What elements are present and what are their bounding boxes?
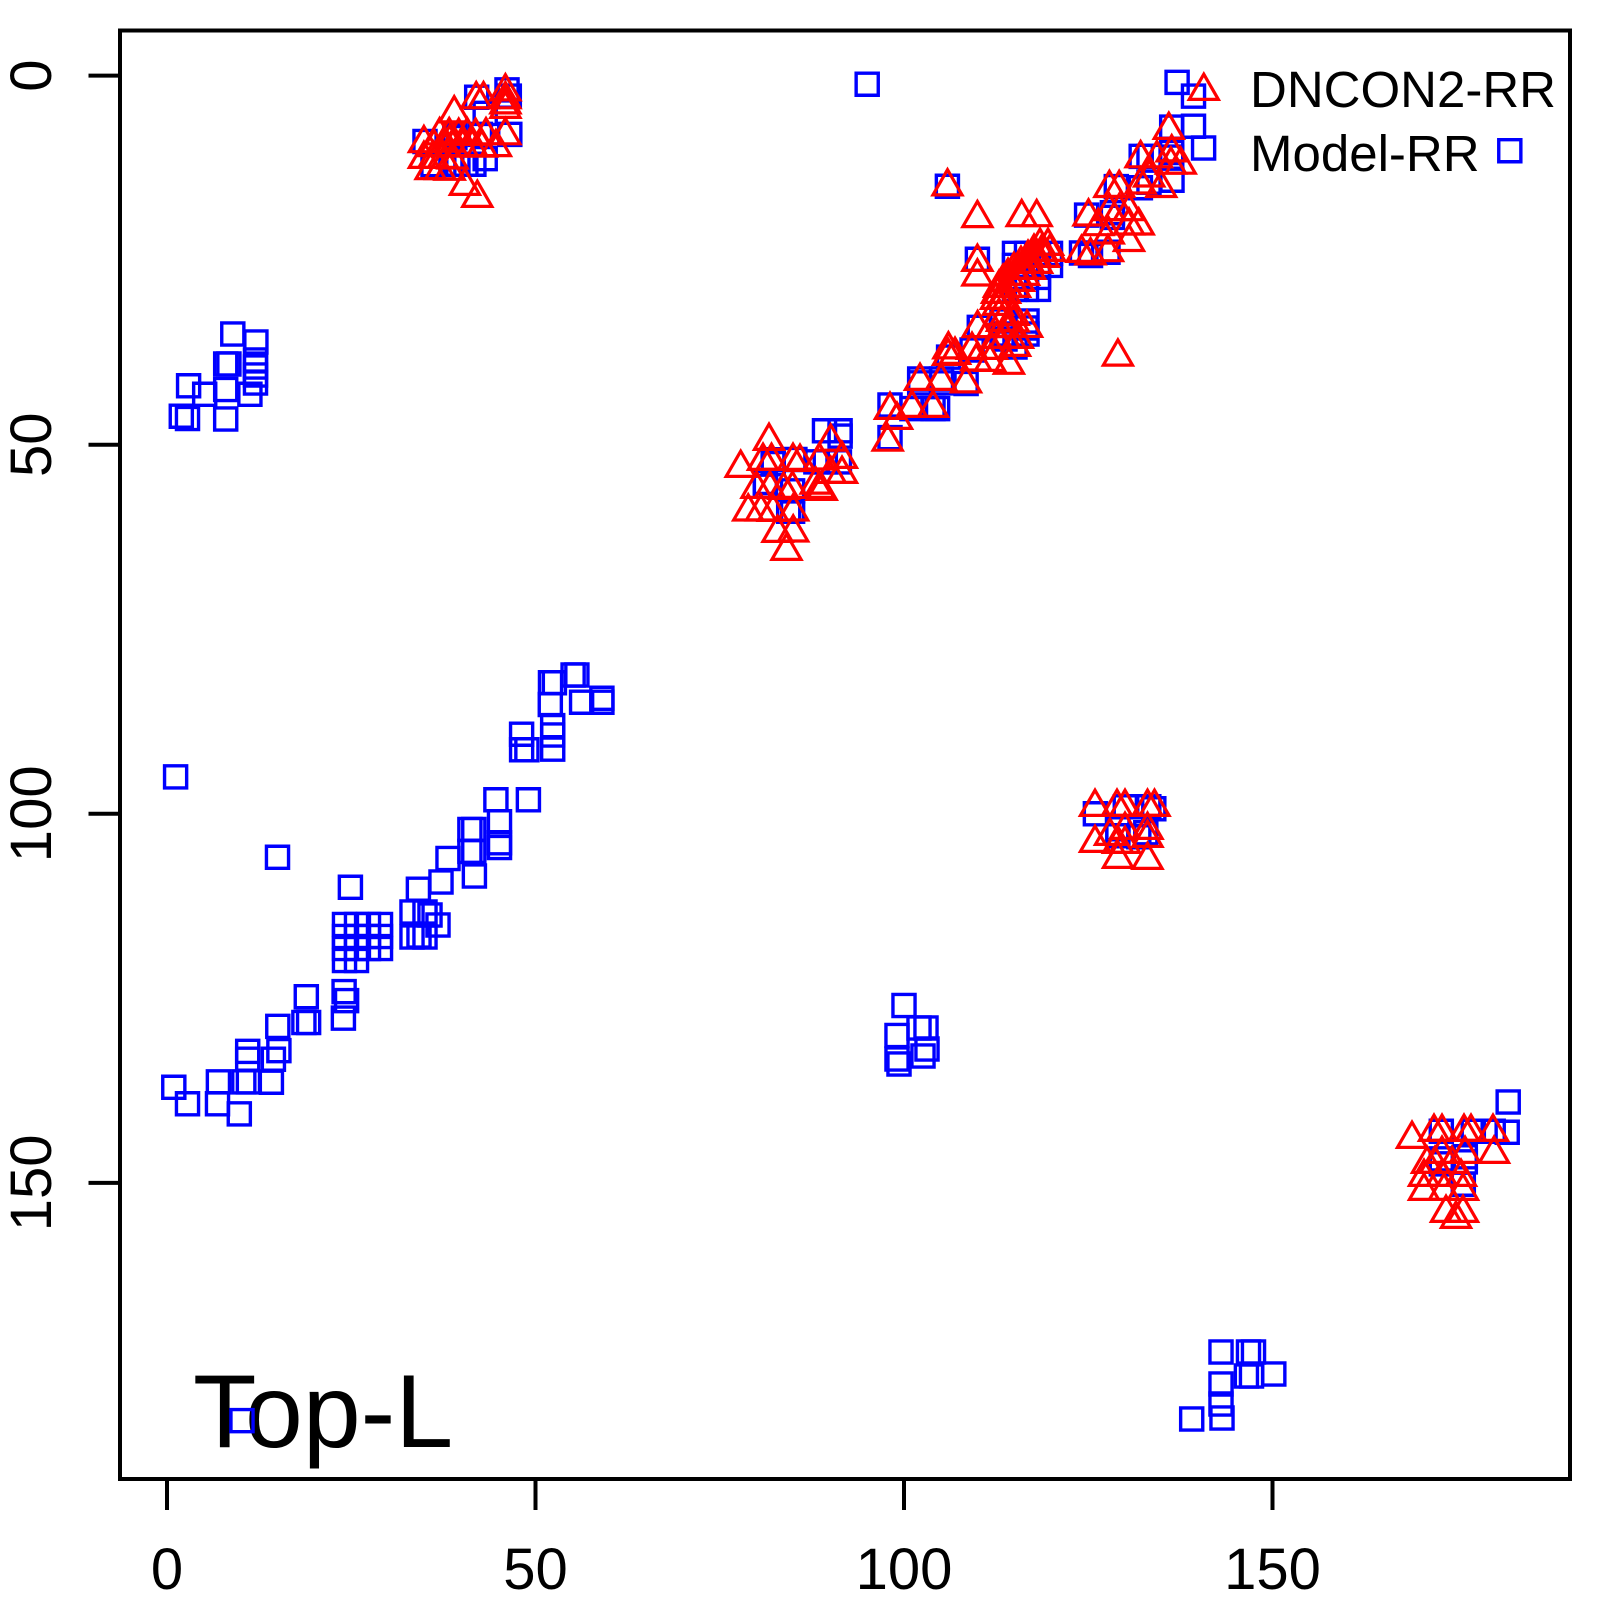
svg-text:Top-L: Top-L	[193, 1354, 453, 1470]
svg-text:150: 150	[1224, 1537, 1321, 1600]
svg-text:100: 100	[0, 765, 64, 862]
svg-text:0: 0	[151, 1537, 183, 1600]
svg-text:100: 100	[856, 1537, 953, 1600]
svg-text:Model-RR: Model-RR	[1250, 125, 1480, 182]
svg-text:DNCON2-RR: DNCON2-RR	[1250, 61, 1556, 118]
svg-text:0: 0	[0, 59, 64, 91]
svg-text:150: 150	[0, 1135, 64, 1232]
svg-text:50: 50	[503, 1537, 568, 1600]
svg-text:50: 50	[0, 412, 64, 477]
